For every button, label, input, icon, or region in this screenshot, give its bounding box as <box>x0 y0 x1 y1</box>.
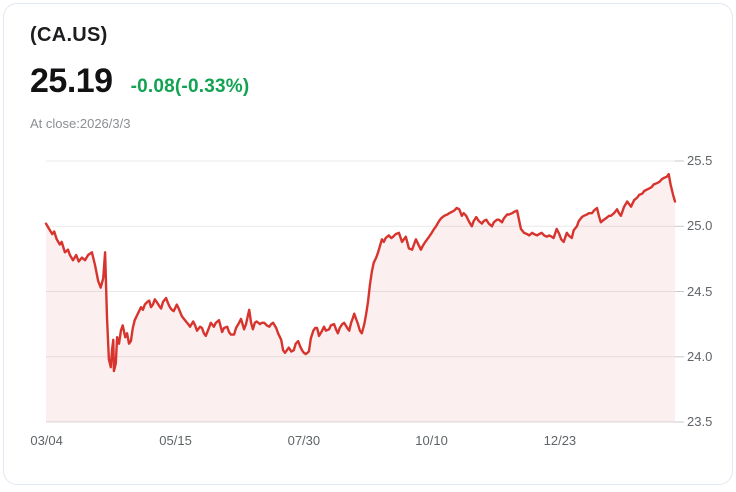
price-line <box>44 172 677 373</box>
x-axis-label: 07/30 <box>287 433 321 448</box>
last-price: 25.19 <box>30 62 113 100</box>
price-line-chart-canvas <box>44 160 684 423</box>
x-axis-label: 10/10 <box>415 433 448 448</box>
at-close-note: At close:2026/3/3 <box>30 116 131 131</box>
price-row: 25.19 -0.08(-0.33%) <box>30 62 249 100</box>
x-axis-label: 05/15 <box>159 433 192 448</box>
y-axis-label: 23.5 <box>687 414 713 429</box>
area-fill <box>46 174 675 422</box>
x-axis-label: 03/04 <box>30 433 63 448</box>
chart-plot-area[interactable] <box>44 160 684 423</box>
y-axis-label: 25.5 <box>687 153 713 168</box>
y-axis-label: 24.5 <box>687 283 713 299</box>
price-chart: 25.5 25.0 24.5 24.0 23.5 03/04 05/15 07/30 10/1… <box>4 4 736 492</box>
y-axis-label: 24.0 <box>687 348 713 364</box>
stock-quote-card: (CA.US) 25.19 -0.08(-0.33%) At close:202… <box>3 3 733 485</box>
stock-symbol: (CA.US) <box>30 24 108 46</box>
y-axis-label: 25.0 <box>687 218 713 234</box>
x-axis-label: 12/23 <box>543 433 577 448</box>
price-change: -0.08(-0.33%) <box>130 76 250 97</box>
